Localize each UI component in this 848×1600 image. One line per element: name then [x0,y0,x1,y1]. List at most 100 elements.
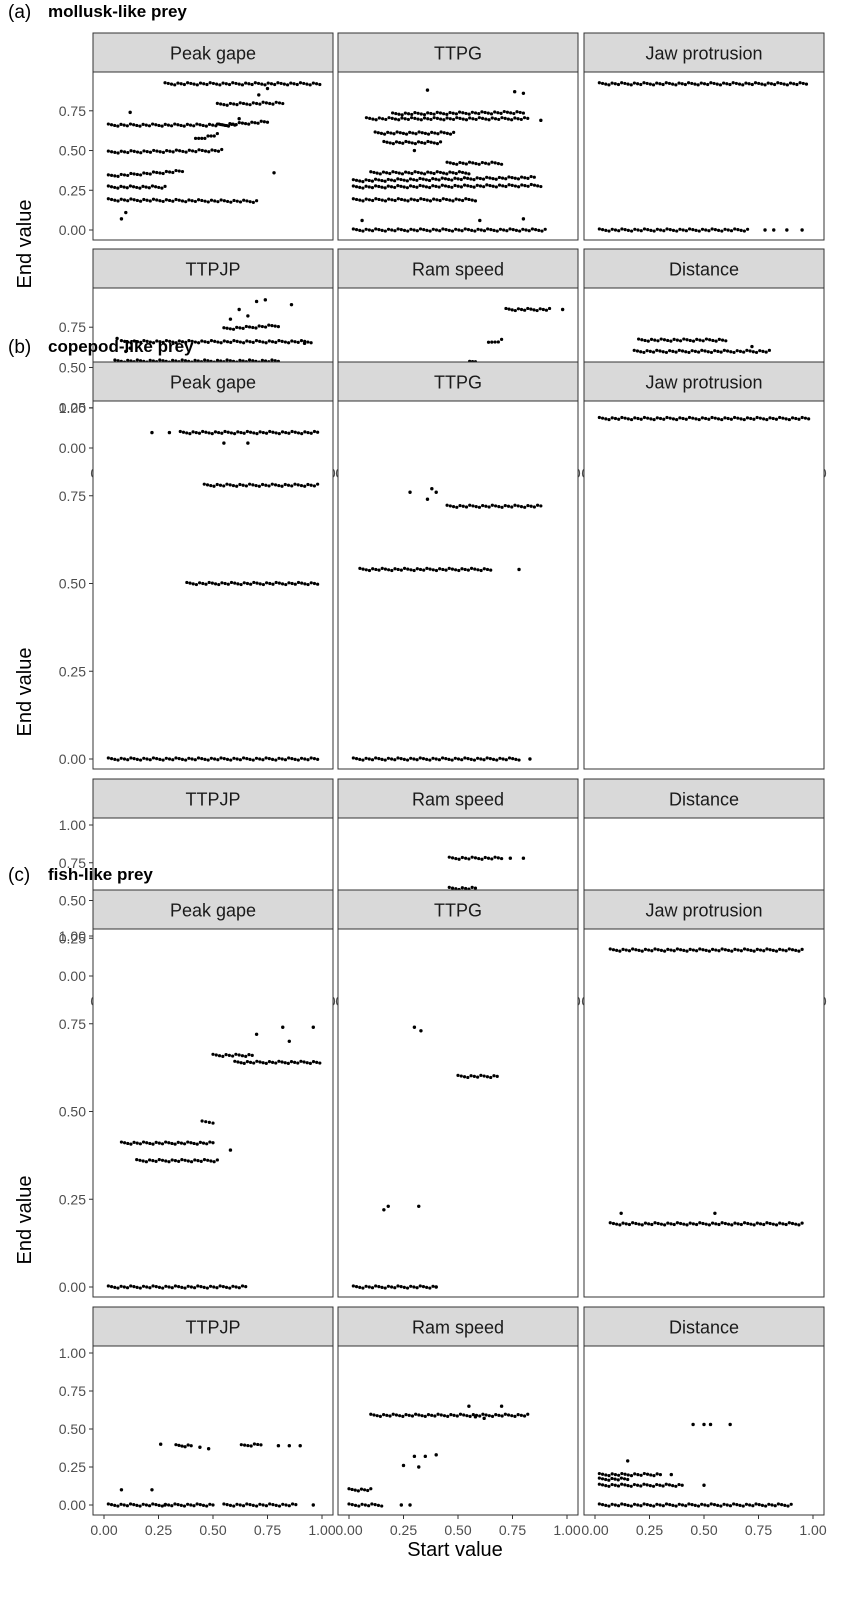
data-point [523,176,527,180]
data-point [212,134,216,138]
data-point [522,1414,527,1418]
data-point [252,580,256,585]
data-point [764,1504,768,1508]
data-point [498,756,502,760]
data-point [151,1159,155,1163]
data-point [493,855,497,859]
facet-strip [337,1306,579,1347]
data-point [270,358,274,362]
data-point [248,1503,252,1507]
data-point [742,229,746,233]
data-point [636,416,640,421]
data-point [433,131,437,135]
data-point [509,111,513,115]
data-point [218,1284,222,1288]
data-point [438,111,443,115]
data-point [716,417,721,421]
data-point [469,184,473,189]
data-point [499,1404,504,1408]
data-point [464,886,468,891]
data-point [510,175,514,180]
data-point [426,111,430,115]
x-tick-label: 0.25 [145,1522,172,1538]
data-point [248,1060,253,1064]
data-point [347,1502,351,1506]
data-point [479,228,483,232]
data-point [441,567,445,572]
data-point [717,337,721,341]
facet-data [351,88,547,233]
data-point [231,1284,235,1288]
data-point [466,757,470,761]
data-point [371,117,375,121]
data-point [204,430,208,434]
data-point [303,582,307,586]
data-point [490,160,494,164]
data-point [239,430,243,435]
data-point [268,1502,272,1506]
data-point [280,582,285,586]
data-point [283,482,287,487]
data-point [736,416,740,420]
data-point [477,162,481,166]
data-point [642,1482,646,1486]
data-point [694,417,698,421]
data-point [211,1052,215,1056]
data-point [182,1142,187,1146]
data-point [386,184,390,188]
y-tick-label: 0.00 [59,751,86,767]
data-point [713,349,717,353]
data-point [709,1502,713,1506]
data-point [449,1413,453,1417]
facet-strip [583,1306,825,1347]
y-tick-label: 0.25 [59,930,86,946]
data-point [410,112,414,117]
data-point [295,82,299,87]
data-point [138,758,143,762]
data-point [374,756,378,760]
data-point [774,949,779,953]
data-point [488,176,492,180]
data-point [435,170,439,174]
data-point [174,341,178,345]
data-point [766,81,770,85]
data-point [415,178,419,182]
facet-plot-area [337,928,579,1298]
data-point [732,350,736,355]
data-point [135,358,139,362]
y-axis-label: End value [14,200,36,289]
data-point [461,161,465,165]
data-point [399,197,404,202]
data-point [617,1473,621,1477]
data-point [432,141,436,145]
data-point [772,82,777,87]
data-point [192,1141,196,1146]
data-point [643,947,648,951]
data-point [303,484,307,488]
data-point [685,1223,689,1227]
data-point [662,417,666,421]
data-point [186,81,190,85]
data-point [675,947,680,951]
data-point [216,149,221,153]
data-point [113,123,117,128]
data-point [296,340,300,345]
data-point [714,339,718,343]
data-point [451,505,456,509]
data-point [446,177,451,182]
data-point [763,228,767,232]
data-point [251,340,255,345]
data-point [367,1285,371,1289]
data-point [490,857,494,861]
data-point [223,581,227,586]
data-point [215,1158,219,1162]
data-point [480,110,484,114]
data-point [712,81,716,86]
data-point [150,1488,154,1492]
data-point [446,1414,450,1418]
data-point [219,341,223,345]
data-point [731,81,735,85]
data-point [402,1285,406,1289]
data-point [455,116,459,120]
data-point [354,757,359,761]
